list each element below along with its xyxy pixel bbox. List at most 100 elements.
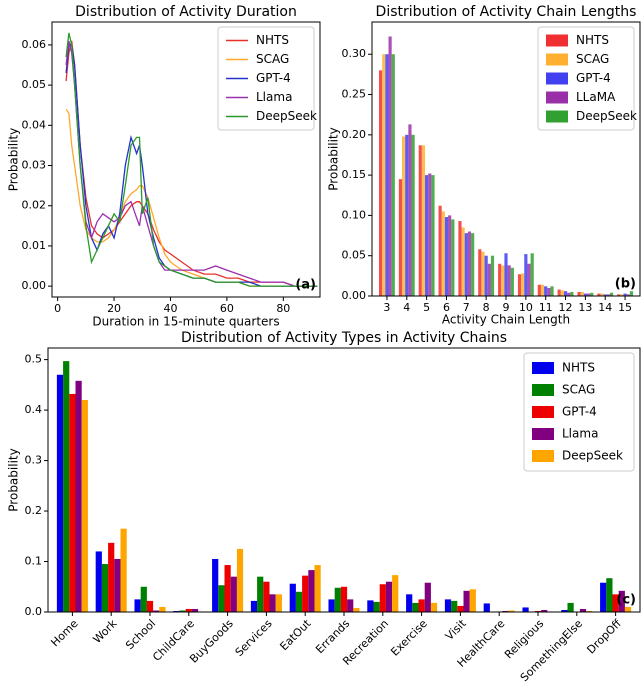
x-tick-label: Errands — [313, 617, 352, 656]
bar — [185, 608, 192, 612]
legend-label: DeepSeek — [562, 449, 623, 463]
legend-box — [537, 26, 635, 131]
x-tick-label: 6 — [443, 301, 450, 314]
line-series — [65, 32, 318, 287]
bar — [378, 70, 383, 297]
bar — [308, 570, 315, 612]
bar — [108, 542, 115, 612]
bar — [448, 215, 452, 296]
chart-title: Distribution of Activity Chain Lengths — [376, 4, 637, 20]
bar — [347, 599, 354, 612]
y-tick-label: 0.00 — [22, 279, 47, 292]
x-tick-label: 10 — [519, 301, 533, 314]
bar — [560, 290, 564, 296]
bar — [451, 600, 458, 612]
bar — [623, 293, 627, 296]
bar — [501, 265, 505, 296]
bar — [522, 607, 529, 612]
bar — [577, 291, 581, 296]
legend-swatch — [546, 110, 568, 123]
legend-swatch — [532, 428, 554, 440]
bar — [541, 609, 548, 612]
y-tick-label: 0.01 — [22, 239, 47, 252]
legend-label: GPT-4 — [562, 405, 597, 419]
annotation: (c) — [616, 593, 636, 608]
bar — [502, 610, 509, 612]
bar — [464, 233, 468, 296]
bar — [81, 399, 88, 612]
bar — [140, 586, 147, 612]
x-tick-label: 12 — [559, 301, 573, 314]
bar — [391, 54, 395, 297]
y-tick-label: 0.05 — [342, 249, 367, 262]
y-tick-label: 0.03 — [22, 159, 47, 172]
bar — [629, 291, 634, 296]
bar — [263, 581, 270, 612]
y-tick-label: 0.00 — [342, 289, 367, 302]
bar — [402, 136, 406, 296]
x-tick-label: 5 — [423, 301, 430, 314]
bar — [606, 578, 613, 612]
x-tick-label: 13 — [578, 301, 592, 314]
y-tick-label: 0.0 — [25, 605, 43, 618]
bar — [508, 610, 515, 612]
bar — [101, 564, 109, 612]
bar — [314, 565, 321, 612]
y-axis-label: Probability — [7, 128, 21, 191]
y-tick-label: 0.2 — [25, 504, 43, 517]
y-tick-label: 0.10 — [342, 208, 367, 221]
bar — [534, 610, 542, 612]
legend-label: GPT-4 — [256, 71, 291, 85]
bar — [498, 263, 502, 296]
legend-swatch — [532, 384, 554, 396]
legend-label: SCAG — [576, 52, 609, 66]
bar — [561, 609, 568, 612]
legend-swatch — [546, 72, 568, 85]
legend-swatch — [532, 362, 554, 374]
bar — [353, 607, 360, 612]
bar — [69, 393, 76, 612]
legend-label: LLaMA — [576, 90, 616, 104]
legend-box — [217, 26, 315, 131]
legend-label: Llama — [256, 90, 292, 104]
x-tick-label: Visit — [443, 617, 469, 643]
bar — [547, 287, 551, 296]
bar — [120, 528, 127, 612]
bar — [431, 175, 435, 296]
legend-label: SCAG — [562, 383, 595, 397]
x-tick-label: 4 — [403, 301, 410, 314]
bar — [583, 293, 587, 296]
y-tick-label: 0.05 — [22, 78, 47, 91]
x-tick-label: Services — [233, 617, 275, 659]
bar — [212, 558, 219, 612]
bar — [603, 294, 607, 296]
bar — [441, 211, 445, 296]
legend-swatch — [546, 34, 568, 47]
bar — [481, 251, 485, 296]
x-tick-label: Work — [91, 617, 120, 646]
legend-label: DeepSeek — [256, 109, 317, 123]
x-tick-label: 0 — [54, 302, 61, 315]
bar — [75, 380, 82, 612]
x-tick-label: 40 — [163, 302, 177, 315]
bar — [408, 124, 412, 296]
legend-label: DeepSeek — [576, 109, 637, 123]
legend-label: NHTS — [256, 33, 289, 47]
bar — [527, 263, 531, 296]
bar — [444, 217, 449, 296]
bar — [295, 591, 303, 612]
bar — [406, 594, 413, 612]
bar — [626, 294, 630, 296]
x-tick-label: 80 — [276, 302, 290, 315]
bar — [63, 361, 70, 612]
bar — [388, 36, 392, 296]
bar — [471, 233, 475, 296]
bar — [618, 590, 625, 612]
bar — [146, 600, 154, 612]
bar — [424, 582, 431, 612]
bar — [517, 274, 522, 296]
bar — [567, 602, 574, 612]
bar — [379, 584, 386, 612]
y-tick-label: 0.5 — [25, 353, 43, 366]
legend-swatch — [546, 53, 568, 66]
